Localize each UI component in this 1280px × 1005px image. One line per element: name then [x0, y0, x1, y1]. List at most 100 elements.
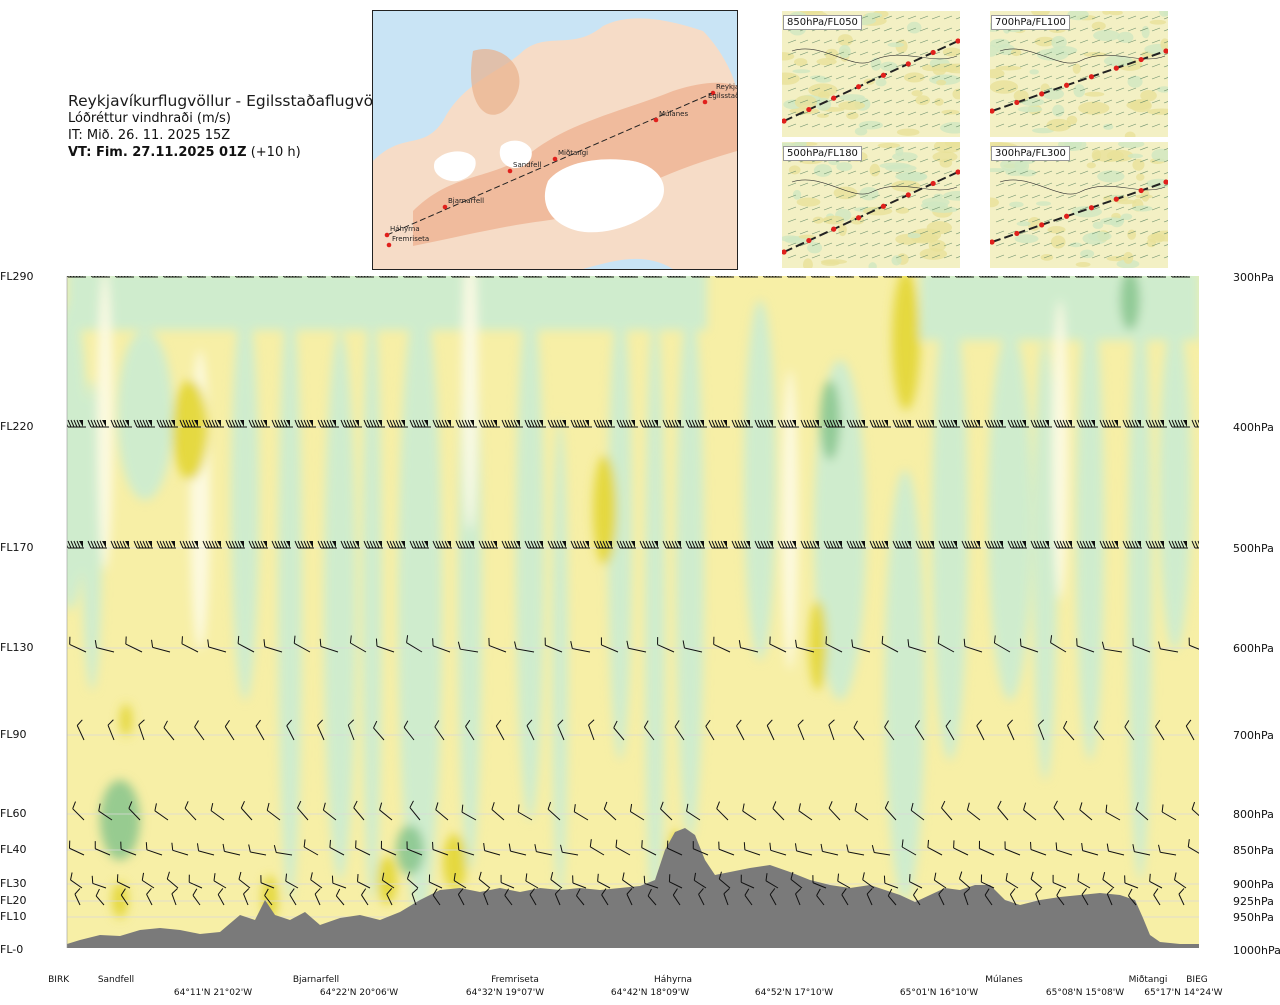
barb-feather: [718, 871, 722, 880]
barb-shaft: [572, 648, 591, 653]
wind-barb: [643, 276, 662, 278]
panel-barb: [931, 230, 941, 235]
wind-barb: [547, 801, 561, 821]
wind-barb: [915, 540, 935, 549]
barb-feather: [583, 276, 585, 278]
wind-barb: [795, 639, 815, 653]
wind-barb: [682, 640, 703, 653]
barb-pennant: [470, 541, 474, 548]
panel-barb: [1103, 170, 1113, 175]
panel-barb: [1055, 111, 1065, 116]
panel-barb: [995, 182, 1005, 187]
barb-feather: [796, 276, 798, 278]
barb-shaft: [660, 808, 673, 821]
barb-shaft: [213, 880, 227, 889]
panel-barb: [859, 242, 869, 247]
barb-feather: [727, 276, 729, 278]
panel-barb: [883, 15, 893, 20]
barb-feather: [1030, 419, 1035, 428]
panel-waypoint: [930, 180, 936, 187]
barb-feather: [647, 888, 652, 897]
wind-barb: [217, 888, 225, 906]
panel-850[interactable]: 850hPa/FL050: [771, 8, 973, 137]
barb-shaft: [335, 895, 345, 906]
barb-shaft: [1185, 725, 1195, 741]
panel-barb: [1091, 111, 1101, 116]
panel-waypoint: [1163, 179, 1169, 185]
barb-feather: [615, 839, 618, 848]
barb-feather: [846, 844, 849, 853]
wind-barb: [1105, 804, 1121, 821]
barb-feather: [484, 540, 489, 549]
barb-feather: [835, 419, 840, 428]
barb-feather: [334, 276, 336, 278]
panel-700[interactable]: 700hPa/FL100: [982, 5, 1178, 141]
barb-feather: [1007, 419, 1012, 428]
barb-pennant: [217, 541, 221, 548]
barb-feather: [904, 419, 909, 428]
panel-barb: [895, 63, 905, 68]
barb-feather: [488, 637, 490, 646]
wind-barb: [154, 803, 169, 821]
barb-feather: [1030, 540, 1035, 549]
barb-shaft: [1037, 724, 1045, 741]
barb-feather: [790, 276, 792, 278]
barb-shaft: [1191, 808, 1199, 821]
wind-barb: [500, 874, 515, 889]
barb-shaft: [1030, 849, 1047, 856]
barb-shaft: [910, 809, 925, 821]
barb-feather: [1148, 540, 1153, 549]
barb-feather: [996, 540, 1001, 549]
barb-feather: [1056, 888, 1061, 896]
wind-barb: [171, 888, 178, 906]
wind-barb: [1007, 719, 1015, 741]
panel-barb: [835, 75, 845, 80]
barb-feather: [966, 802, 970, 811]
panel-barb: [859, 111, 869, 116]
panel-blob: [838, 223, 847, 237]
barb-feather: [662, 419, 667, 428]
barb-feather: [1201, 541, 1204, 548]
panel-coast: [791, 48, 958, 64]
panel-barb: [871, 194, 881, 199]
panel-barb: [787, 123, 797, 128]
panel-barb: [1115, 242, 1125, 247]
panel-barb: [907, 254, 917, 259]
panel-barb: [1127, 218, 1137, 223]
barb-feather: [495, 719, 502, 727]
barb-shaft: [381, 848, 397, 856]
barb-feather: [530, 540, 535, 549]
barb-shaft: [718, 848, 735, 856]
panel-blob: [911, 90, 923, 97]
panel-300[interactable]: 300hPa/FL300: [980, 137, 1181, 269]
wind-barb: [1030, 841, 1047, 856]
wind-barb: [715, 276, 734, 278]
barb-feather: [1194, 540, 1199, 549]
panel-barb: [871, 230, 881, 235]
panel-500[interactable]: 500hPa/FL180: [772, 138, 974, 271]
wind-barb: [938, 419, 960, 428]
barb-pennant: [1160, 420, 1164, 427]
barb-pennant: [102, 541, 106, 548]
barb-feather: [303, 419, 308, 428]
barb-feather: [192, 888, 198, 896]
barb-feather: [138, 719, 145, 726]
panel-waypoint: [1039, 222, 1045, 228]
barb-feather: [406, 276, 408, 278]
wind-barb: [961, 419, 983, 428]
panel-barb: [871, 63, 881, 68]
wind-barb: [769, 636, 787, 653]
wind-barb: [488, 637, 507, 653]
barb-shaft: [705, 726, 715, 741]
panel-barb: [883, 39, 893, 44]
wind-barb: [1102, 872, 1115, 889]
barb-feather: [909, 874, 911, 882]
barb-shaft: [260, 882, 275, 889]
panel-barb: [919, 63, 929, 68]
barb-shaft: [95, 848, 111, 856]
panel-barb: [1127, 27, 1137, 32]
panel-barb: [931, 123, 941, 128]
barb-feather: [1055, 842, 1058, 851]
barb-feather: [743, 540, 748, 549]
barb-shaft: [460, 648, 479, 653]
